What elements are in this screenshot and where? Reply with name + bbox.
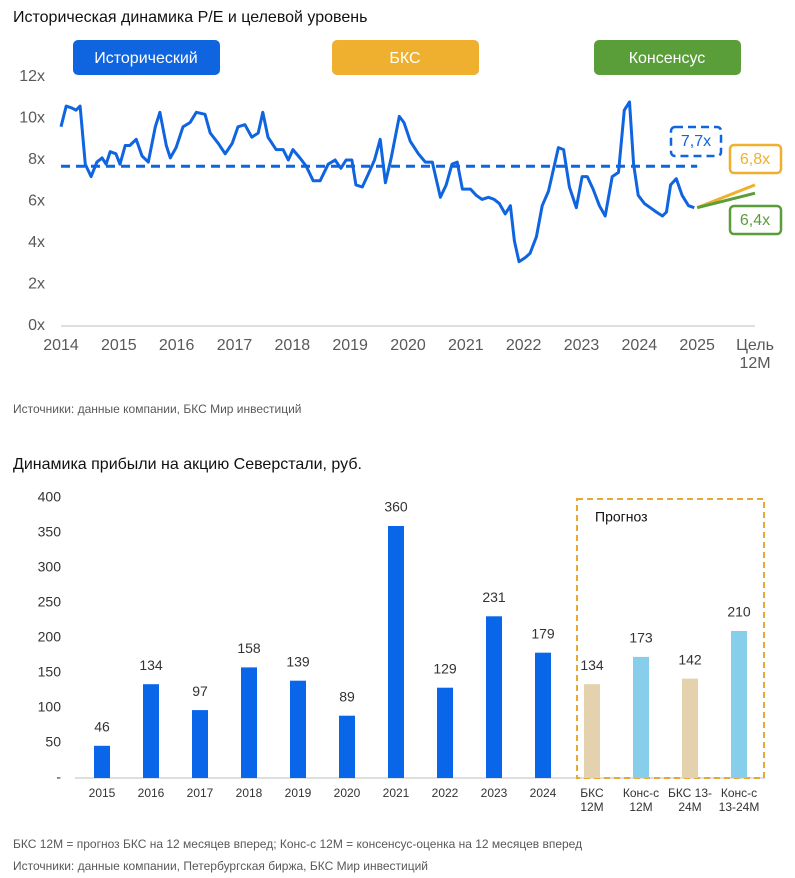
bar (143, 684, 159, 778)
y-tick-label: 300 (38, 559, 62, 575)
data-label: 173 (629, 630, 653, 646)
y-tick-label: 150 (38, 664, 62, 680)
data-label: 210 (727, 604, 751, 620)
bar (94, 745, 110, 778)
y-tick-label: 100 (38, 699, 62, 715)
x-tick-label: 2021 (382, 786, 410, 800)
y-tick-label: 0x (28, 317, 45, 334)
legend-box (73, 40, 220, 75)
bar (192, 710, 208, 778)
data-label: 46 (94, 719, 110, 735)
x-tick-label: 2015 (101, 337, 137, 354)
note: Источники: данные компании, Петербургска… (13, 859, 428, 873)
x-tick-label: БКС 12М (580, 786, 604, 814)
x-tick-label: 2018 (274, 337, 311, 354)
x-tick-label: 2024 (529, 786, 557, 800)
chart-title: Историческая динамика P/E и целевой уров… (13, 9, 367, 26)
x-tick-label: 2019 (284, 786, 312, 800)
x-tick-label: 2020 (390, 337, 426, 354)
x-tick-label: Конс-с 13-24М (718, 786, 760, 814)
note: БКС 12М = прогноз БКС на 12 месяцев впер… (13, 837, 582, 851)
value-label-box (728, 143, 783, 175)
value-label: 6,4x (740, 212, 770, 229)
line-series (59, 100, 695, 264)
x-tick-label: 2017 (186, 786, 214, 800)
forecast-box (576, 498, 765, 779)
data-label: 179 (531, 625, 555, 641)
source: Источники: данные компании, БКС Мир инве… (13, 402, 302, 416)
y-tick-label: 8x (28, 151, 45, 168)
y-tick-label: 350 (38, 524, 62, 540)
bar (584, 684, 600, 778)
value-label-box (728, 204, 783, 236)
x-tick-label: 2022 (505, 337, 542, 354)
legend-label: Исторический (94, 50, 198, 67)
data-label: 97 (192, 683, 208, 699)
chart-title: Динамика прибыли на акцию Северстали, ру… (13, 456, 362, 473)
x-tick-label: 2023 (563, 337, 600, 354)
x-tick-label: Конс-с 12М (622, 786, 660, 814)
y-tick-label: 6x (28, 193, 45, 210)
x-tick-label: 2021 (448, 337, 484, 354)
bar (731, 631, 747, 778)
x-tick-label: Цель 12M (736, 337, 774, 373)
data-label: 139 (286, 653, 310, 669)
bar (290, 680, 306, 778)
bar (633, 656, 649, 778)
legend-label: БКС (389, 50, 420, 67)
x-tick-label: 2018 (235, 786, 263, 800)
data-label: 89 (339, 688, 355, 704)
bar (486, 616, 502, 778)
legend-label: Консенсус (629, 50, 706, 67)
data-label: 134 (580, 657, 604, 673)
legend-box (594, 40, 741, 75)
x-tick-label: 2025 (679, 337, 715, 354)
y-tick-label: 250 (38, 594, 62, 610)
bar (241, 667, 257, 778)
bar (682, 678, 698, 778)
data-label: 142 (678, 651, 702, 667)
y-tick-label: - (56, 769, 61, 785)
x-tick-label: 2017 (216, 337, 253, 354)
x-tick-label: 2014 (43, 337, 79, 354)
x-tick-label: БКС 13-24М (667, 786, 713, 814)
y-tick-label: 4x (28, 234, 45, 251)
y-tick-label: 12x (19, 68, 45, 85)
x-tick-label: 2016 (137, 786, 165, 800)
y-tick-label: 10x (19, 110, 45, 127)
data-label: 134 (139, 657, 163, 673)
data-label: 129 (433, 660, 457, 676)
x-tick-label: 2024 (621, 337, 658, 354)
x-tick-label: 2019 (332, 337, 368, 354)
bar (535, 652, 551, 778)
legend-box (332, 40, 479, 75)
x-tick-label: 2015 (88, 786, 116, 800)
x-tick-label: 2020 (333, 786, 361, 800)
bar (437, 687, 453, 778)
bar (339, 715, 355, 778)
y-tick-label: 50 (45, 734, 61, 750)
y-tick-label: 200 (38, 629, 62, 645)
data-label: 158 (237, 640, 261, 656)
value-label: 6,8x (740, 151, 770, 168)
reference-label-box (669, 125, 723, 158)
line-series (696, 191, 756, 210)
y-tick-label: 400 (38, 489, 62, 505)
data-label: 360 (384, 499, 408, 515)
reference-label: 7,7x (681, 133, 711, 150)
x-tick-label: 2022 (431, 786, 459, 800)
x-tick-label: 2023 (480, 786, 508, 800)
bar (388, 526, 404, 778)
annotation: Прогноз (595, 509, 648, 525)
data-label: 231 (482, 589, 506, 605)
y-tick-label: 2x (28, 276, 45, 293)
x-tick-label: 2016 (158, 337, 195, 354)
